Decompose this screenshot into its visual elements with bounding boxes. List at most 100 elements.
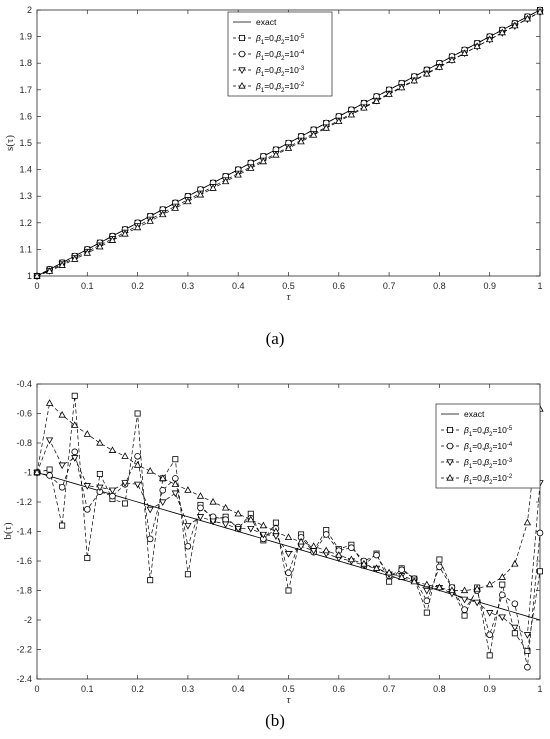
panel-b-y-axis-label: b(τ) [2,522,14,540]
x-tick-label: 0.7 [383,281,396,291]
marker-square [238,35,245,42]
marker-square [436,556,443,563]
marker-triangle-down [171,490,180,498]
marker-triangle-up [83,430,91,437]
marker-triangle-down [247,525,255,533]
marker-square [134,410,141,417]
marker-circle [436,563,443,571]
marker-triangle-down [238,67,246,75]
marker-circle [398,566,405,574]
y-tick-label: -1.2 [16,497,32,507]
x-tick-label: 0.1 [81,684,94,694]
marker-square [486,652,493,659]
marker-triangle-up [121,452,129,459]
marker-circle [498,591,506,599]
marker-square [172,456,179,463]
marker-triangle-down [486,610,494,617]
marker-triangle-up [322,546,330,554]
marker-triangle-up [238,81,246,89]
marker-triangle-up [511,21,519,29]
legend-entry: β1=0,β2=10-3 [233,65,305,78]
marker-triangle-up [259,157,268,165]
legend-entry: β1=0,β2=10-4 [233,49,305,62]
marker-triangle-up [335,551,343,558]
x-tick-label: 0 [34,281,39,291]
series-2 [33,448,544,671]
legend-label: β1=0,β2=10-3 [255,65,305,78]
marker-triangle-up [360,559,368,567]
x-tick-label: 0.4 [232,281,245,291]
y-tick-label: 1.2 [19,218,32,228]
marker-triangle-up [96,242,104,250]
panel-b-legend: exact β1=0,β2=10-5 β1=0,β2=10-4 β1=0,β2=10-… [435,403,541,489]
marker-triangle-up [410,577,418,585]
marker-triangle-up [234,509,242,517]
y-tick-label: 1.3 [19,191,32,201]
y-tick-label: 1.4 [19,165,32,175]
marker-triangle-up [435,63,444,70]
marker-triangle-up [133,461,142,468]
marker-triangle-down [234,525,242,533]
marker-circle [486,631,494,639]
series-4 [33,399,544,594]
marker-triangle-down [121,480,129,487]
x-tick-label: 0.8 [433,281,446,291]
marker-triangle-up [423,69,431,77]
marker-triangle-down [159,499,167,507]
marker-triangle-up [486,580,494,588]
marker-triangle-down [423,587,431,595]
series-line [36,9,541,277]
marker-circle [197,504,204,512]
legend-label: β1=0,β2=10-4 [463,441,513,454]
panel-a-legend: exact β1=0,β2=10-5 β1=0,β2=10-4 β1=0,β2=10-… [227,11,333,97]
panel-b-x-axis-label: τ [287,694,292,706]
marker-triangle-down [209,518,217,526]
x-tick-label: 0.7 [383,684,396,694]
y-tick-label: -1.8 [16,586,32,596]
y-tick-label: 2 [27,5,32,15]
marker-circle [348,544,355,552]
marker-triangle-down [446,459,454,467]
marker-triangle-up [347,110,356,118]
legend-entry: β1=0,β2=10-4 [441,441,513,454]
marker-square [524,647,531,654]
x-tick-label: 0.9 [483,684,496,694]
marker-triangle-down [473,599,481,607]
y-tick-label: 1.8 [19,58,32,68]
y-tick-label: 1 [27,271,32,281]
x-tick-label: 0.2 [131,684,144,694]
marker-triangle-up [322,124,330,131]
marker-triangle-up [486,35,494,43]
legend-entry: β1=0,β2=10-2 [441,473,513,486]
marker-triangle-up [259,521,268,529]
marker-triangle-up [284,533,293,540]
marker-triangle-down [45,437,54,445]
y-tick-label: 1.6 [19,111,32,121]
marker-square [84,555,91,562]
marker-triangle-up [448,586,456,594]
panel-b-chart: 0 0.1 0.2 0.3 0.4 0.5 0.6 0.7 0.8 0.9 1 -0.4 -0.6 -0… [2,379,544,730]
marker-square [423,609,430,616]
marker-circle [322,531,330,538]
marker-circle [511,600,519,608]
marker-triangle-up [423,580,431,588]
marker-triangle-up [209,184,217,191]
marker-square [499,581,506,588]
marker-triangle-up [498,573,506,580]
marker-triangle-up [159,210,167,218]
marker-triangle-up [146,467,154,474]
panel-b-x-ticks: 0 0.1 0.2 0.3 0.4 0.5 0.6 0.7 0.8 0.9 1 [34,384,543,694]
marker-triangle-up [385,90,393,97]
series-4 [33,7,544,279]
marker-triangle-down [146,506,154,514]
marker-triangle-up [221,177,230,185]
marker-triangle-up [96,438,104,446]
marker-triangle-up [511,559,519,567]
y-tick-label: -1.6 [16,556,32,566]
legend-label: β1=0,β2=10-5 [255,33,305,46]
y-tick-label: -0.4 [16,379,32,389]
x-tick-label: 0.8 [433,684,446,694]
y-tick-label: -1.4 [16,527,32,537]
marker-circle [58,483,66,491]
marker-triangle-down [498,614,506,622]
